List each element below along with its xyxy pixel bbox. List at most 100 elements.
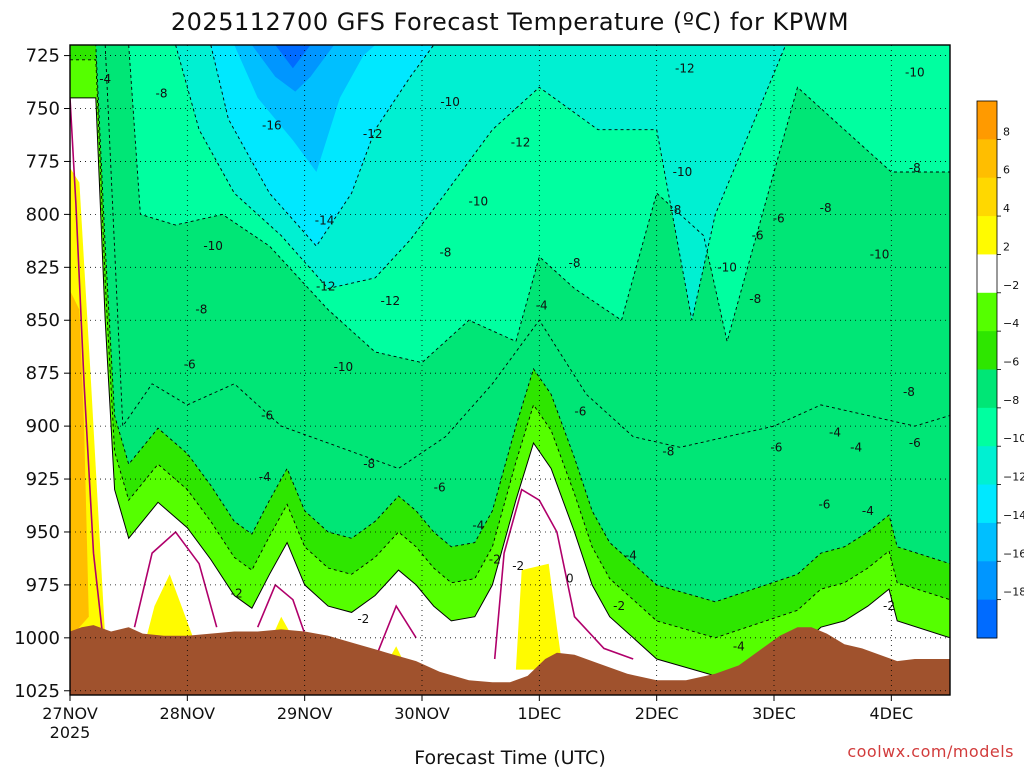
x-tick-label: 30NOV [394, 704, 450, 723]
gridlines [70, 45, 950, 695]
y-tick-label: 825 [26, 257, 60, 278]
contour-label: -12 [381, 294, 401, 308]
contour-label: -4 [99, 72, 111, 86]
contour-label: -8 [195, 303, 207, 317]
y-tick-label: 950 [26, 522, 60, 543]
contour-label: -4 [850, 440, 862, 454]
x-tick-label: 2DEC [635, 704, 679, 723]
y-tick-label: 750 [26, 99, 60, 120]
colorbar-swatch [977, 407, 997, 447]
colorbar-tick-label: −2 [1003, 279, 1019, 292]
colorbar-swatch [977, 484, 997, 524]
contour-label: -8 [820, 201, 832, 215]
colorbar-tick-label: 8 [1003, 125, 1010, 138]
colorbar-tick-label: −12 [1003, 471, 1024, 484]
contour-label: -8 [909, 161, 921, 175]
watermark-text: coolwx.com/models [847, 742, 1014, 761]
y-tick-label: 775 [26, 151, 60, 172]
contour-label: -16 [262, 118, 282, 132]
contour-label: -2 [231, 586, 243, 600]
isotherm-zero-30nov [374, 604, 417, 660]
warm-pocket-1dec [515, 563, 563, 670]
y-tick-label: 925 [26, 469, 60, 490]
contour-label: -12 [511, 135, 531, 149]
y-tick-label: 1000 [14, 628, 60, 649]
colorbar-tick-label: −18 [1003, 586, 1024, 599]
colorbar-tick-label: 4 [1003, 202, 1010, 215]
contour-label: -4 [733, 639, 745, 653]
isotherm-zero-1dec [493, 488, 634, 660]
y-tick-label: 800 [26, 204, 60, 225]
contour-label: -12 [363, 127, 383, 141]
y-tick-label: 725 [26, 46, 60, 67]
x-tick-label: 27NOV [42, 704, 98, 723]
contour-label: -8 [569, 256, 581, 270]
contour-label: -6 [909, 436, 921, 450]
contour-label: -2 [357, 612, 369, 626]
y-tick-label: 900 [26, 416, 60, 437]
warm-pocket-28nov [146, 574, 194, 638]
isotherm-minus6 [104, 45, 950, 470]
contour-label: -4 [862, 504, 874, 518]
colorbar-tick-label: −6 [1003, 356, 1019, 369]
terrain-surface [70, 625, 950, 695]
contour-label: -10 [334, 360, 354, 374]
isotherm-zero-29nov [256, 583, 306, 634]
contour-label: -8 [363, 457, 375, 471]
contour-label: -6 [184, 358, 196, 372]
x-tick-label: 1DEC [517, 704, 561, 723]
colorbar-swatch [977, 254, 997, 294]
y-tick-label: 875 [26, 363, 60, 384]
contour-label: -10 [870, 248, 890, 262]
colorbar-swatch [977, 177, 997, 217]
contour-label: -8 [669, 203, 681, 217]
colorbar-tick-label: 6 [1003, 164, 1010, 177]
isotherm-minus4 [70, 45, 950, 603]
y-axis: 725 750 775 800 825 850 875 900 925 950 975 1000 102… [14, 46, 70, 702]
field-minus16-to-minus18 [251, 45, 334, 92]
contour-label: -10 [673, 165, 693, 179]
contour-label: -10 [717, 260, 737, 274]
contour-label: -8 [749, 292, 761, 306]
x-tick-label: 3DEC [752, 704, 796, 723]
colorbar-tick-label: −8 [1003, 394, 1019, 407]
x-tick-label: 28NOV [160, 704, 216, 723]
contour-label: -4 [259, 470, 271, 484]
isotherm-minus8 [128, 45, 950, 364]
x-axis-year-label: 2025 [50, 723, 91, 742]
colorbar-swatch [977, 216, 997, 255]
colorbar-tick-label: 2 [1003, 240, 1010, 253]
field-plus4-to-plus8 [70, 290, 89, 638]
contour-label: -4 [829, 425, 841, 439]
colorbar-swatch [977, 446, 997, 486]
colorbar-swatch [977, 139, 997, 179]
contour-label: -8 [439, 245, 451, 259]
contour-label: -6 [261, 409, 273, 423]
contour-label: -10 [203, 239, 223, 253]
colorbar-tick-label: −14 [1003, 509, 1024, 522]
contour-label: 0 [566, 572, 574, 586]
plot-frame [69, 44, 951, 696]
colorbar-swatch [977, 369, 997, 409]
chart-title: 2025112700 GFS Forecast Temperature (ºC)… [171, 8, 849, 36]
contour-label: -6 [574, 404, 586, 418]
contour-label: -6 [770, 440, 782, 454]
colorbar-swatch [977, 599, 997, 639]
field-below-minus18 [275, 45, 311, 69]
isotherm-zero-line [70, 97, 104, 638]
isotherm-minus2-inner [70, 59, 950, 639]
contour-label: -4 [625, 548, 637, 562]
plot-fields: -4 -8 -16 -12 -10 -12 -14 -10 -10 -8 -8 -10 -6 -8 -12 -… [70, 45, 950, 695]
colorbar-legend: 8 6 4 2 −2 −4 −6 −8 −10 −12 −14 −16 −18 [976, 100, 1024, 639]
field-minus14-to-minus16 [234, 45, 376, 172]
isotherm-minus10 [175, 45, 787, 321]
colorbar-swatch [977, 331, 997, 370]
contour-label: -2 [489, 552, 501, 566]
colorbar-swatch [977, 522, 997, 562]
colorbar-tick-label: −4 [1003, 317, 1019, 330]
contour-label: -10 [469, 195, 489, 209]
contour-label: -10 [440, 95, 460, 109]
x-tick-label: 4DEC [869, 704, 913, 723]
contour-label: -2 [613, 599, 625, 613]
